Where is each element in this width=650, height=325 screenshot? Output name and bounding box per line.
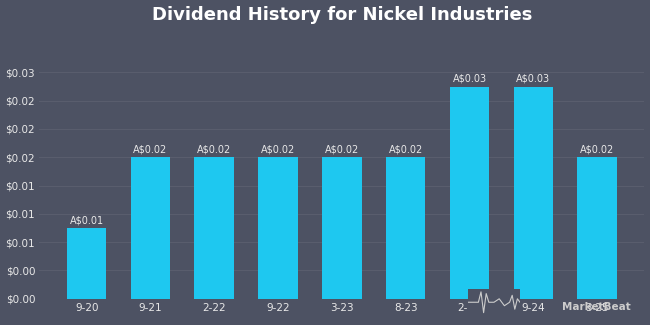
Text: A$0.02: A$0.02 xyxy=(133,144,168,154)
Text: A$0.01: A$0.01 xyxy=(70,215,104,225)
Text: A$0.02: A$0.02 xyxy=(197,144,231,154)
Bar xyxy=(194,157,234,299)
Bar xyxy=(258,157,298,299)
Text: A$0.03: A$0.03 xyxy=(516,74,551,84)
Bar xyxy=(386,157,426,299)
Bar xyxy=(450,86,489,299)
Bar xyxy=(322,157,361,299)
Text: A$0.02: A$0.02 xyxy=(580,144,614,154)
Text: MarketBeat: MarketBeat xyxy=(562,302,630,312)
Bar xyxy=(131,157,170,299)
Text: A$0.02: A$0.02 xyxy=(261,144,295,154)
Text: A$0.03: A$0.03 xyxy=(452,74,487,84)
Text: A$0.02: A$0.02 xyxy=(325,144,359,154)
Title: Dividend History for Nickel Industries: Dividend History for Nickel Industries xyxy=(151,6,532,23)
Bar xyxy=(514,86,553,299)
Text: A$0.02: A$0.02 xyxy=(389,144,423,154)
Bar xyxy=(67,228,107,299)
Bar xyxy=(577,157,617,299)
